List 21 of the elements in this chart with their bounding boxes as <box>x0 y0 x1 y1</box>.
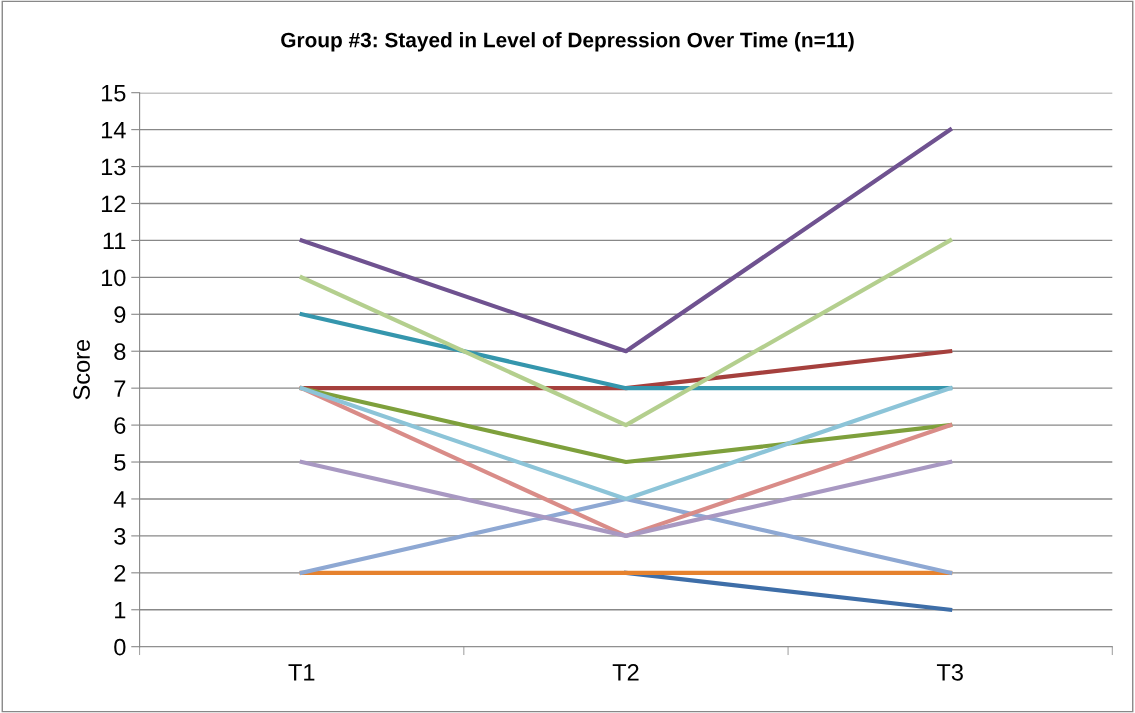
y-tick-label: 13 <box>101 158 126 176</box>
y-tick-label: 4 <box>113 491 126 508</box>
y-tick-label: 8 <box>114 343 126 361</box>
y-tick-label: 15 <box>101 85 126 102</box>
x-tick-label: T3 <box>936 663 963 681</box>
y-axis-title: Score <box>73 339 90 400</box>
y-tick-label: 10 <box>101 269 126 287</box>
y-tick-label: 11 <box>103 232 126 249</box>
y-tick-label: 14 <box>101 121 126 139</box>
x-tick-label: T2 <box>612 663 639 681</box>
y-tick-label: 2 <box>114 564 126 582</box>
y-tick-label: 0 <box>114 638 126 656</box>
y-tick-label: 6 <box>114 417 126 434</box>
y-tick-label: 3 <box>114 527 126 545</box>
y-tick-label: 12 <box>101 195 126 213</box>
y-tick-label: 9 <box>114 306 126 324</box>
chart-title: Group #3: Stayed in Level of Depression Over Time (n=11) <box>281 32 854 52</box>
y-tick-label: 5 <box>114 454 126 471</box>
x-tick-label: T1 <box>288 664 315 681</box>
y-tick-label: 1 <box>115 602 126 619</box>
y-tick-label: 7 <box>114 380 126 397</box>
